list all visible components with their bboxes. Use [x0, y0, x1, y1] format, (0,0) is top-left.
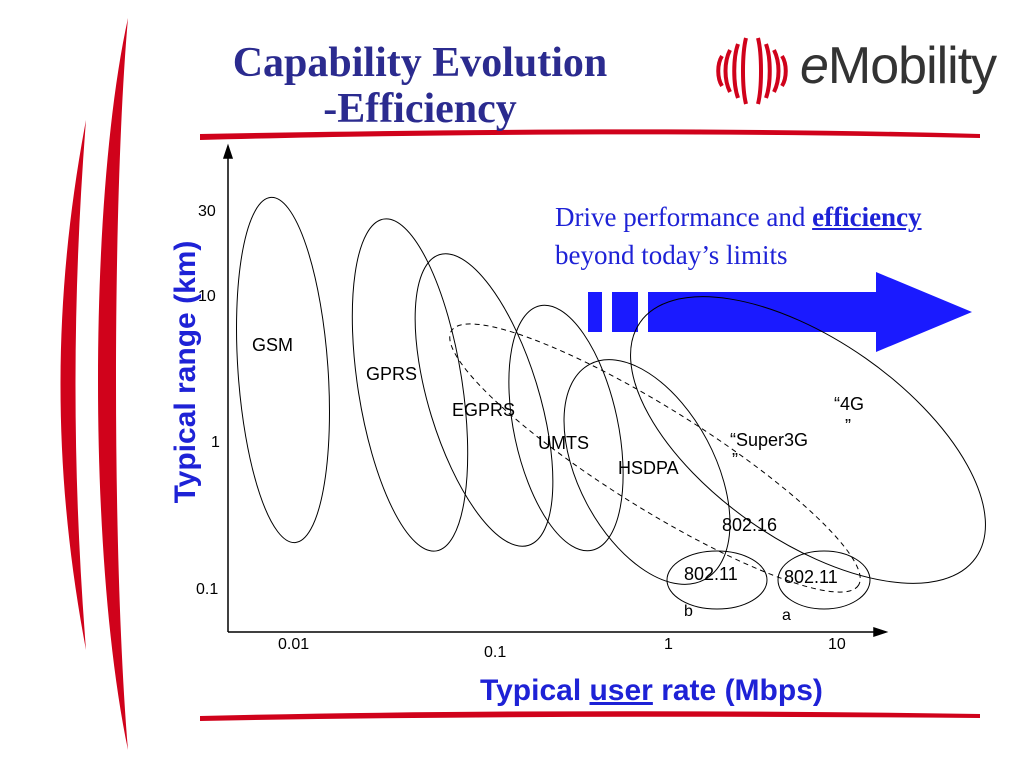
left-crescent-decoration: [98, 18, 128, 750]
chart-axes: [222, 143, 889, 638]
tagline-line-2: beyond today’s limits: [555, 240, 788, 270]
emobility-logo: eMobility: [800, 36, 997, 96]
wimax-ellipse: [449, 323, 861, 593]
tagline: Drive performance and efficiency beyond …: [555, 198, 922, 274]
performance-arrow: [588, 272, 972, 352]
label-802-16: 802.16: [722, 515, 778, 535]
wifi-b-ellipse: [666, 550, 768, 610]
emobility-logo-icon: [716, 37, 788, 105]
egprs-ellipse: [414, 253, 554, 547]
x-tick-1: 1: [664, 636, 673, 653]
y-tick-0-1: 0.1: [196, 581, 219, 598]
bottom-divider-line: [200, 711, 980, 721]
x-axis-title-post: rate (Mbps): [652, 674, 823, 707]
umts-ellipse: [508, 304, 624, 552]
label-802-11a: 802.11: [784, 567, 838, 587]
slide-title: Capability Evolution -Efficiency: [180, 40, 660, 132]
label-gsm: GSM: [252, 335, 294, 355]
x-axis-title-underlined: user: [589, 674, 653, 707]
label-4g: “4G: [834, 394, 865, 414]
label-4g-quote: ”: [845, 416, 851, 436]
label-802-11b-sub: b: [684, 603, 693, 620]
top-divider-line: [200, 129, 980, 140]
label-802-11b: 802.11: [684, 564, 738, 584]
logo-rest: Mobility: [827, 37, 997, 95]
y-tick-10: 10: [198, 288, 216, 305]
left-crescent-decoration-2: [60, 120, 86, 650]
gsm-ellipse: [236, 196, 330, 544]
x-tick-0-01: 0.01: [278, 636, 310, 653]
logo-e: e: [800, 37, 829, 95]
y-tick-30: 30: [198, 203, 216, 220]
hsdpa-ellipse: [563, 359, 731, 585]
title-line-2: -Efficiency: [323, 86, 517, 132]
label-umts: UMTS: [538, 433, 589, 453]
title-line-1: Capability Evolution: [232, 40, 608, 86]
tagline-emphasis: efficiency: [812, 202, 922, 232]
label-super3g: “Super3G: [730, 430, 809, 450]
y-axis-title: Typical range (km): [169, 240, 202, 504]
label-hsdpa: HSDPA: [618, 458, 679, 478]
gprs-ellipse: [351, 218, 469, 552]
x-tick-0-1: 0.1: [484, 644, 507, 661]
tagline-text: Drive performance and: [555, 202, 813, 232]
label-gprs: GPRS: [366, 364, 418, 384]
x-tick-10: 10: [828, 636, 846, 653]
label-egprs: EGPRS: [452, 400, 516, 420]
x-axis-title-pre: Typical: [480, 674, 590, 707]
label-802-11a-sub: a: [782, 607, 791, 624]
x-axis-title: Typical user rate (Mbps): [480, 674, 823, 708]
fourg-ellipse: [630, 296, 986, 584]
label-super3g-quote: ”: [732, 450, 738, 470]
y-tick-1: 1: [211, 434, 220, 451]
wifi-a-ellipse: [777, 550, 871, 610]
